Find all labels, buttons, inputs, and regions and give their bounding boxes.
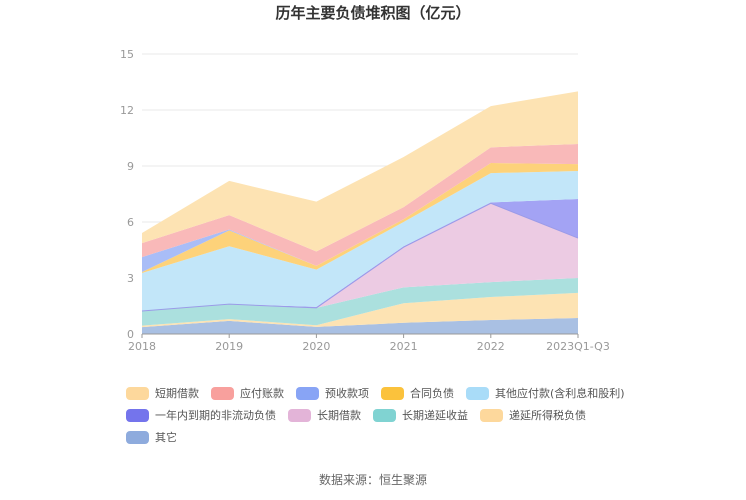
- legend-swatch-icon: [211, 386, 234, 400]
- chart-legend: 短期借款 应付账款 预收款项 合同负债 其他应付款(含利息和股利) 一年内到期的非流动负债…: [126, 382, 626, 448]
- chart-title: 历年主要负债堆积图（亿元）: [275, 4, 471, 22]
- x-tick-label: 2019: [215, 340, 243, 353]
- y-tick-label: 0: [127, 328, 134, 341]
- area-series: [142, 91, 578, 252]
- legend-swatch-icon: [480, 408, 503, 422]
- area-series: [142, 292, 578, 328]
- area-series: [142, 143, 578, 266]
- legend-swatch-icon: [381, 386, 404, 400]
- x-tick-label: 2018: [128, 340, 156, 353]
- legend-swatch-icon: [126, 430, 149, 444]
- area-series: [142, 163, 578, 273]
- legend-item[interactable]: 长期借款: [288, 407, 361, 423]
- legend-row: 其它: [126, 426, 626, 448]
- legend-swatch-icon: [296, 386, 319, 400]
- x-tick-label: 2021: [390, 340, 418, 353]
- legend-label: 一年内到期的非流动负债: [155, 409, 276, 422]
- x-tick-label: 2020: [302, 340, 330, 353]
- legend-item[interactable]: 长期递延收益: [373, 407, 468, 423]
- legend-label: 其它: [155, 431, 177, 444]
- legend-item[interactable]: 合同负债: [381, 385, 454, 401]
- y-tick-label: 15: [120, 48, 134, 61]
- legend-item[interactable]: 其它: [126, 429, 177, 445]
- legend-item[interactable]: 一年内到期的非流动负债: [126, 407, 276, 423]
- x-tick-label: 2022: [477, 340, 505, 353]
- area-series: [142, 171, 578, 312]
- legend-label: 长期递延收益: [402, 409, 468, 422]
- legend-label: 递延所得税负债: [509, 409, 586, 422]
- legend-swatch-icon: [373, 408, 396, 422]
- legend-label: 应付账款: [240, 387, 284, 400]
- legend-swatch-icon: [288, 408, 311, 422]
- stacked-area-chart: 0 3 6 9 12 15 2018 2019 2020 2021 2022 2023Q1-Q3: [120, 48, 610, 353]
- legend-row: 一年内到期的非流动负债 长期借款 长期递延收益 递延所得税负债: [126, 404, 626, 426]
- data-source: 数据来源：恒生聚源: [318, 473, 427, 487]
- legend-label: 短期借款: [155, 387, 199, 400]
- legend-row: 短期借款 应付账款 预收款项 合同负债 其他应付款(含利息和股利): [126, 382, 626, 404]
- area-series: [142, 278, 578, 326]
- legend-item[interactable]: 递延所得税负债: [480, 407, 586, 423]
- legend-label: 预收款项: [325, 387, 369, 400]
- legend-label: 长期借款: [317, 409, 361, 422]
- series-edge: [141, 202, 579, 312]
- legend-item[interactable]: 其他应付款(含利息和股利): [466, 385, 625, 401]
- legend-swatch-icon: [126, 386, 149, 400]
- legend-swatch-icon: [466, 386, 489, 400]
- y-tick-label: 9: [127, 160, 134, 173]
- legend-item[interactable]: 短期借款: [126, 385, 199, 401]
- area-series: [142, 199, 578, 312]
- x-tick-label: 2023Q1-Q3: [546, 340, 610, 353]
- legend-label: 合同负债: [410, 387, 454, 400]
- legend-swatch-icon: [126, 408, 149, 422]
- legend-item[interactable]: 预收款项: [296, 385, 369, 401]
- area-series: [142, 317, 578, 334]
- y-tick-label: 6: [127, 216, 134, 229]
- area-series: [142, 203, 578, 312]
- y-tick-label: 3: [127, 272, 134, 285]
- y-tick-label: 12: [120, 104, 134, 117]
- legend-item[interactable]: 应付账款: [211, 385, 284, 401]
- legend-label: 其他应付款(含利息和股利): [495, 387, 625, 400]
